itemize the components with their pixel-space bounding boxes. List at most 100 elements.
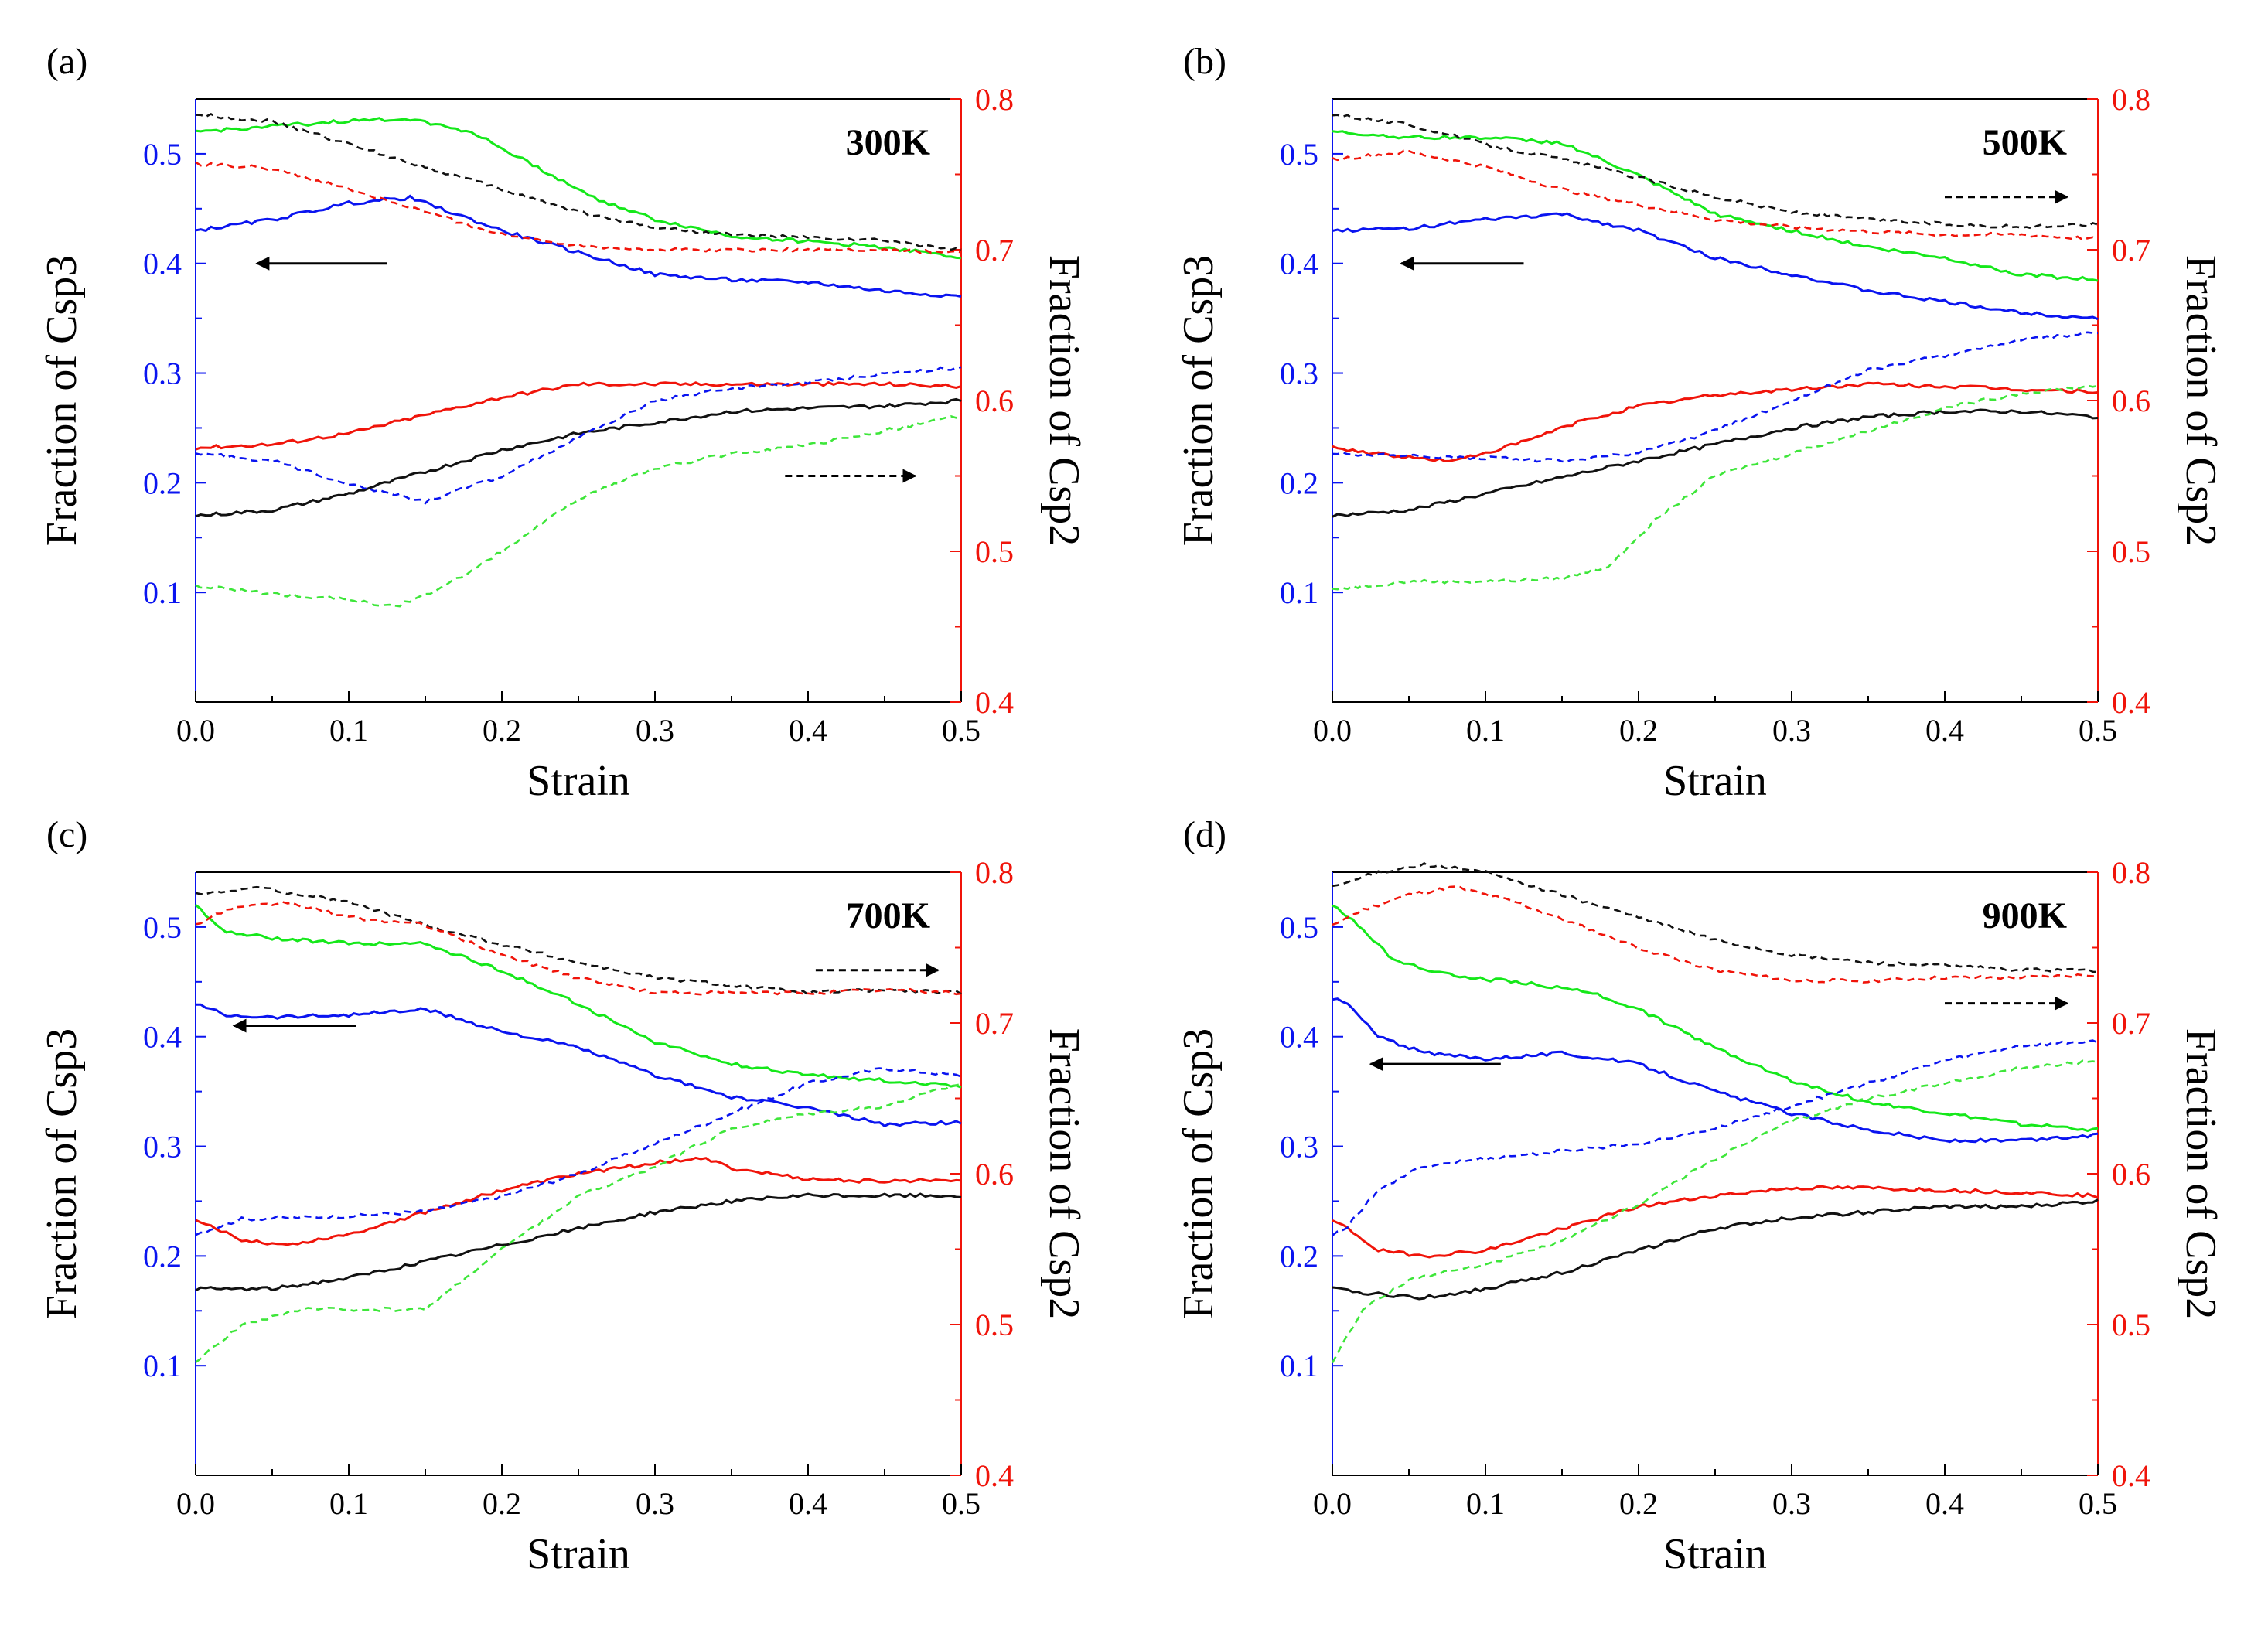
series-line-csp3-blue: [196, 1003, 962, 1128]
x-tick-label: 0.3: [636, 1486, 674, 1521]
x-tick-label: 0.5: [942, 713, 981, 748]
y-left-tick-label: 0.5: [1280, 137, 1318, 172]
y-left-tick-label: 0.1: [143, 1348, 182, 1383]
y-right-tick-label: 0.6: [2112, 384, 2150, 418]
y-left-axis-label: Fraction of Csp3: [1175, 255, 1223, 546]
series-line-csp3-red: [195, 380, 962, 451]
y-left-tick-label: 0.2: [1280, 465, 1318, 500]
series-line-csp3-blue: [195, 194, 962, 298]
y-left-tick-label: 0.2: [143, 465, 182, 500]
series-line-csp3-red: [195, 1156, 962, 1246]
y-right-tick-label: 0.6: [975, 384, 1014, 418]
x-axis-label: Strain: [1663, 1530, 1767, 1578]
y-right-tick-label: 0.4: [975, 1458, 1014, 1493]
y-right-axis-label: Fraction of Csp2: [1040, 1028, 1088, 1319]
y-left-tick-label: 0.4: [1280, 1020, 1318, 1055]
y-left-tick-label: 0.3: [1280, 1130, 1318, 1164]
y-left-tick-label: 0.2: [1280, 1239, 1318, 1273]
series-line-csp2-blue: [1332, 1039, 2099, 1236]
x-tick-label: 0.4: [1925, 1486, 1964, 1521]
x-axis-label: Strain: [1663, 757, 1767, 805]
y-right-tick-label: 0.5: [975, 1308, 1014, 1342]
y-right-tick-label: 0.7: [975, 1006, 1014, 1041]
panel-3: (d)0.0 0.1 0.2 0.3 0.4 0.50.10.20.30.40.50.40…: [1175, 814, 2225, 1578]
panel-label: (a): [46, 41, 87, 82]
x-tick-label: 0.0: [176, 1486, 215, 1521]
x-tick-label: 0.0: [1313, 1486, 1352, 1521]
x-tick-label: 0.3: [1772, 1486, 1811, 1521]
series-line-csp2-black: [1332, 861, 2099, 973]
temperature-label: 700K: [846, 895, 930, 936]
y-right-axis-label: Fraction of Csp2: [1040, 255, 1088, 546]
y-left-tick-label: 0.5: [1280, 910, 1318, 945]
series-line-csp2-blue: [195, 1067, 962, 1236]
panel-2: (c)0.0 0.1 0.2 0.3 0.4 0.50.10.20.30.40.50.40…: [38, 814, 1088, 1578]
series-line-csp2-green: [1332, 384, 2099, 591]
panel-1: (b)0.0 0.1 0.2 0.3 0.4 0.50.10.20.30.40.50.40…: [1175, 41, 2225, 805]
y-left-tick-label: 0.2: [143, 1239, 182, 1273]
y-right-tick-label: 0.8: [975, 855, 1014, 890]
series-line-csp2-red: [1332, 885, 2098, 984]
series-line-csp2-red: [195, 161, 962, 254]
temperature-label: 500K: [1983, 122, 2067, 163]
panel-0: (a)0.0 0.1 0.2 0.3 0.4 0.50.10.20.30.40.50.40…: [38, 41, 1088, 805]
series-line-csp3-black: [1332, 1198, 2099, 1301]
x-tick-label: 0.1: [1466, 1486, 1505, 1521]
x-tick-label: 0.3: [636, 713, 674, 748]
series-line-csp2-green: [195, 1083, 962, 1363]
x-tick-label: 0.1: [329, 1486, 368, 1521]
x-tick-label: 0.4: [789, 1486, 827, 1521]
y-right-tick-label: 0.6: [2112, 1157, 2150, 1192]
y-left-tick-label: 0.3: [143, 1130, 182, 1164]
y-left-tick-label: 0.1: [1280, 575, 1318, 610]
y-right-tick-label: 0.8: [975, 82, 1014, 117]
x-tick-label: 0.2: [483, 713, 521, 748]
series-line-csp2-green: [1331, 1059, 2099, 1364]
y-right-tick-label: 0.6: [975, 1157, 1014, 1192]
x-axis-label: Strain: [527, 1530, 630, 1578]
y-right-tick-label: 0.5: [2112, 534, 2150, 569]
series-line-csp3-green: [195, 904, 962, 1089]
temperature-label: 900K: [1983, 895, 2067, 936]
x-tick-label: 0.4: [1925, 713, 1964, 748]
panel-label: (c): [46, 814, 87, 855]
series-line-csp3-blue: [1332, 997, 2099, 1144]
y-left-tick-label: 0.1: [1280, 1348, 1318, 1383]
y-right-tick-label: 0.7: [975, 233, 1014, 268]
series-line-csp2-green: [195, 414, 962, 608]
y-right-tick-label: 0.8: [2112, 82, 2150, 117]
x-tick-label: 0.5: [2079, 1486, 2117, 1521]
x-tick-label: 0.5: [942, 1486, 981, 1521]
x-tick-label: 0.0: [176, 713, 215, 748]
series-line-csp3-black: [195, 397, 962, 518]
panel-label: (b): [1183, 41, 1226, 82]
y-right-tick-label: 0.5: [975, 534, 1014, 569]
y-right-tick-label: 0.7: [2112, 233, 2150, 268]
y-left-tick-label: 0.1: [143, 575, 182, 610]
y-left-axis-label: Fraction of Csp3: [38, 1028, 86, 1319]
x-axis-label: Strain: [527, 757, 630, 805]
x-tick-label: 0.5: [2079, 713, 2117, 748]
x-tick-label: 0.1: [1466, 713, 1505, 748]
y-left-axis-label: Fraction of Csp3: [38, 255, 86, 546]
y-left-tick-label: 0.5: [143, 910, 182, 945]
y-right-tick-label: 0.5: [2112, 1308, 2150, 1342]
series-line-csp3-blue: [1332, 212, 2099, 321]
x-tick-label: 0.4: [789, 713, 827, 748]
x-tick-label: 0.0: [1313, 713, 1352, 748]
x-tick-label: 0.3: [1772, 713, 1811, 748]
y-right-tick-label: 0.4: [975, 685, 1014, 720]
series-line-csp2-black: [1332, 114, 2099, 230]
x-tick-label: 0.1: [329, 713, 368, 748]
y-right-tick-label: 0.8: [2112, 855, 2150, 890]
y-left-tick-label: 0.5: [143, 137, 182, 172]
series-line-csp3-red: [1332, 1185, 2099, 1259]
series-line-csp3-black: [1332, 408, 2099, 518]
y-right-tick-label: 0.4: [2112, 685, 2150, 720]
panel-label: (d): [1183, 814, 1226, 855]
series-line-csp3-red: [1332, 381, 2099, 463]
y-right-tick-label: 0.7: [2112, 1006, 2150, 1041]
y-right-axis-label: Fraction of Csp2: [2177, 1028, 2225, 1319]
series-line-csp2-red: [1332, 149, 2099, 241]
